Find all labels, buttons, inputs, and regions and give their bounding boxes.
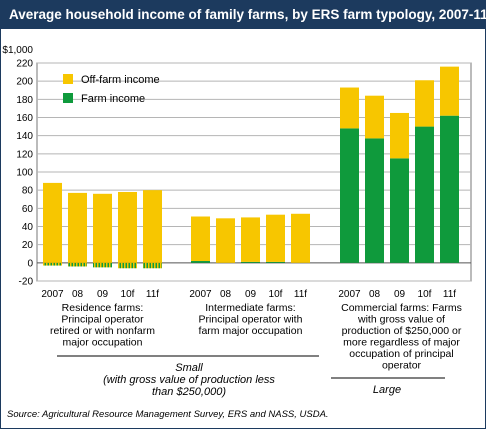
legend-label-off-farm: Off-farm income — [81, 74, 160, 86]
x-tick-label: 11f — [146, 289, 159, 300]
group-label: with gross value of — [357, 314, 445, 326]
y-tick-label: 20 — [22, 240, 34, 251]
y-tick-label: 220 — [16, 59, 33, 70]
group-label: more regardless of major — [343, 337, 460, 349]
x-tick-label: 08 — [72, 289, 84, 300]
bar-farm-income — [43, 262, 62, 266]
y-tick-label: 180 — [16, 95, 33, 106]
bar-off-farm-income — [43, 182, 62, 263]
x-tick-label: 11f — [443, 289, 456, 300]
y-axis-unit: $1,000 — [2, 45, 33, 56]
x-tick-label: 08 — [369, 289, 381, 300]
x-tick-label: 10f — [418, 289, 432, 300]
bar-off-farm-income — [191, 216, 210, 262]
x-tick-label: 09 — [394, 289, 406, 300]
x-tick-label: 2007 — [189, 289, 212, 300]
bar-off-farm-income — [93, 193, 112, 263]
bar-farm-income — [266, 261, 285, 263]
bar-farm-income — [415, 126, 434, 263]
bar-off-farm-income — [415, 80, 434, 127]
bar-farm-income — [118, 262, 137, 269]
group-label: operator — [382, 360, 422, 372]
bar-farm-income — [93, 262, 112, 268]
bar-off-farm-income — [266, 214, 285, 262]
y-tick-label: 140 — [16, 131, 33, 142]
group-label: major occupation — [63, 337, 143, 349]
y-tick-label: 40 — [22, 222, 34, 233]
size-label-small: than $250,000) — [152, 386, 226, 398]
y-tick-label: 80 — [22, 186, 34, 197]
bar-farm-income — [143, 262, 162, 269]
size-label-large: Large — [373, 384, 401, 396]
chart-source: Source: Agricultural Resource Management… — [7, 409, 329, 420]
group-label: Principal operator — [61, 314, 144, 326]
x-tick-label: 09 — [245, 289, 257, 300]
y-tick-label: 160 — [16, 113, 33, 124]
bar-off-farm-income — [68, 192, 87, 263]
group-label: farm major occupation — [199, 325, 303, 337]
group-label: Intermediate farms: — [205, 302, 295, 314]
group-label: Residence farms: — [62, 302, 144, 314]
y-tick-label: 120 — [16, 149, 33, 160]
bar-off-farm-income — [143, 190, 162, 263]
group-label: Principal operator with — [199, 314, 303, 326]
x-tick-label: 08 — [220, 289, 232, 300]
legend-swatch-off-farm — [63, 74, 73, 84]
bar-off-farm-income — [241, 217, 260, 262]
y-tick-label: 0 — [27, 258, 33, 269]
group-label: retired or with nonfarm — [50, 325, 155, 337]
bar-off-farm-income — [390, 112, 409, 159]
bar-off-farm-income — [340, 87, 359, 129]
bar-farm-income — [390, 158, 409, 263]
y-tick-label: 100 — [16, 168, 33, 179]
y-tick-label: 200 — [16, 77, 33, 88]
x-tick-label: 11f — [294, 289, 307, 300]
bar-off-farm-income — [440, 66, 459, 116]
bar-farm-income — [440, 115, 459, 263]
x-tick-label: 10f — [121, 289, 135, 300]
x-tick-label: 10f — [269, 289, 283, 300]
bar-off-farm-income — [291, 213, 310, 263]
bar-off-farm-income — [365, 95, 384, 139]
x-tick-label: 2007 — [338, 289, 361, 300]
group-label: Commercial farms: Farms — [341, 302, 462, 314]
y-tick-label: -20 — [19, 277, 34, 288]
group-label: occupation of principal — [349, 348, 453, 360]
group-label: production of $250,000 or — [342, 325, 462, 337]
bar-farm-income — [191, 261, 210, 263]
size-label-small: (with gross value of production less — [103, 374, 275, 386]
bar-off-farm-income — [216, 218, 235, 263]
x-tick-label: 09 — [97, 289, 109, 300]
legend-label-farm: Farm income — [81, 93, 145, 105]
legend-swatch-farm — [63, 93, 73, 103]
chart-title: Average household income of family farms… — [1, 1, 486, 29]
bar-farm-income — [241, 261, 260, 263]
x-tick-label: 2007 — [41, 289, 64, 300]
bar-farm-income — [340, 128, 359, 263]
bar-farm-income — [68, 262, 87, 267]
bar-farm-income — [365, 138, 384, 263]
y-tick-label: 60 — [22, 204, 34, 215]
size-label-small: Small — [175, 362, 203, 374]
bar-off-farm-income — [118, 191, 137, 263]
